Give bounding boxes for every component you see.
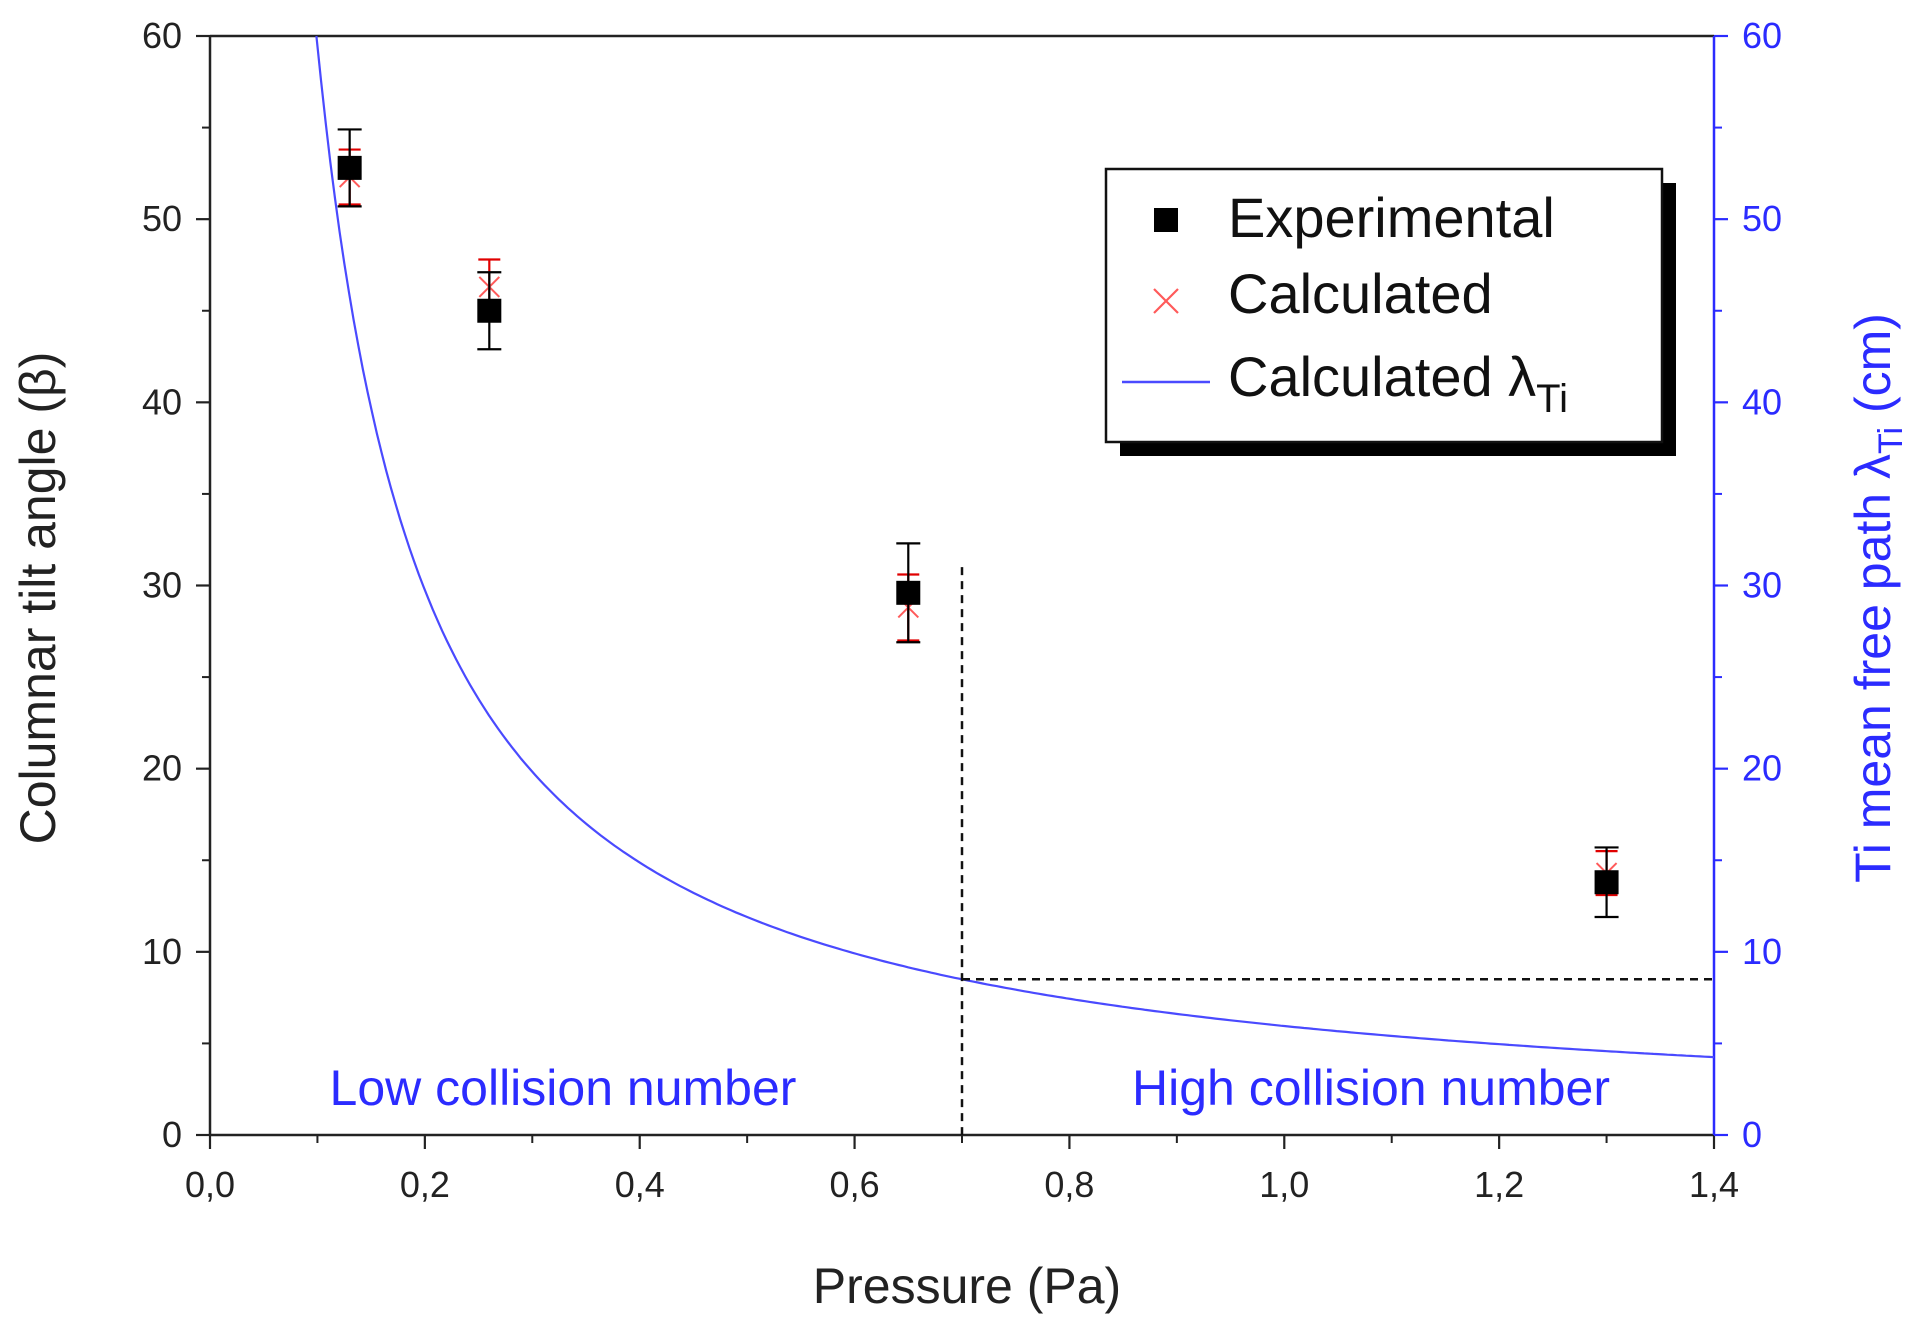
y2-tick-label: 40 (1742, 381, 1782, 422)
experimental-point (1594, 870, 1619, 895)
x-tick-label: 0,8 (1044, 1164, 1094, 1205)
x-axis-ticks: 0,0 0,2 0,4 0,6 0,8 1,0 1,2 1,4 (185, 35, 1739, 1205)
y2-tick-label: 60 (1742, 15, 1782, 56)
legend: Experimental Calculated Calculated λTi (1104, 167, 1676, 456)
legend-calculated-marker (1153, 288, 1179, 314)
lambda-curve (315, 35, 1715, 1059)
legend-experimental-label: Experimental (1228, 186, 1555, 249)
experimental-point (896, 580, 921, 605)
legend-box (1104, 167, 1664, 444)
y2-axis-ticks: 0 10 20 30 40 50 60 (1714, 15, 1782, 1155)
legend-experimental-marker (1154, 208, 1178, 232)
y2-tick-label: 30 (1742, 565, 1782, 606)
y2-axis-title-sub: Ti (1872, 427, 1910, 454)
legend-calculated-label: Calculated (1228, 262, 1493, 325)
x-tick-label: 1,4 (1689, 1164, 1739, 1205)
y2-axis-title: Ti mean free path λTi (cm) (1845, 313, 1910, 883)
y2-tick-label: 50 (1742, 198, 1782, 239)
x-axis-title: Pressure (Pa) (813, 1258, 1121, 1314)
y-axis-title: Columnar tilt angle (β) (10, 352, 66, 845)
experimental-point (477, 298, 502, 323)
x-tick-label: 0,2 (400, 1164, 450, 1205)
high-collision-label: High collision number (1132, 1060, 1610, 1116)
legend-lambda-label: Calculated λTi (1228, 345, 1568, 421)
experimental-point (337, 155, 362, 180)
y-tick-label: 0 (162, 1114, 182, 1155)
x-tick-label: 1,0 (1259, 1164, 1309, 1205)
y-tick-label: 30 (142, 565, 182, 606)
y2-axis-title-unit: (cm) (1845, 313, 1901, 427)
experimental-points (337, 128, 1619, 919)
y2-axis-title-main: Ti mean free path λ (1845, 454, 1901, 883)
x-tick-label: 0,0 (185, 1164, 235, 1205)
y-tick-label: 10 (142, 931, 182, 972)
y-tick-label: 50 (142, 198, 182, 239)
legend-lambda-main: Calculated λ (1228, 345, 1536, 408)
y2-tick-label: 10 (1742, 931, 1782, 972)
y2-tick-label: 0 (1742, 1114, 1762, 1155)
legend-lambda-sub: Ti (1536, 377, 1568, 421)
y-tick-label: 40 (142, 381, 182, 422)
low-collision-label: Low collision number (330, 1060, 797, 1116)
x-tick-label: 1,2 (1474, 1164, 1524, 1205)
x-tick-label: 0,4 (615, 1164, 665, 1205)
y-tick-label: 20 (142, 748, 182, 789)
y-tick-label: 60 (142, 15, 182, 56)
y2-tick-label: 20 (1742, 748, 1782, 789)
y-axis-ticks: 0 10 20 30 40 50 60 (142, 15, 210, 1155)
x-tick-label: 0,6 (830, 1164, 880, 1205)
